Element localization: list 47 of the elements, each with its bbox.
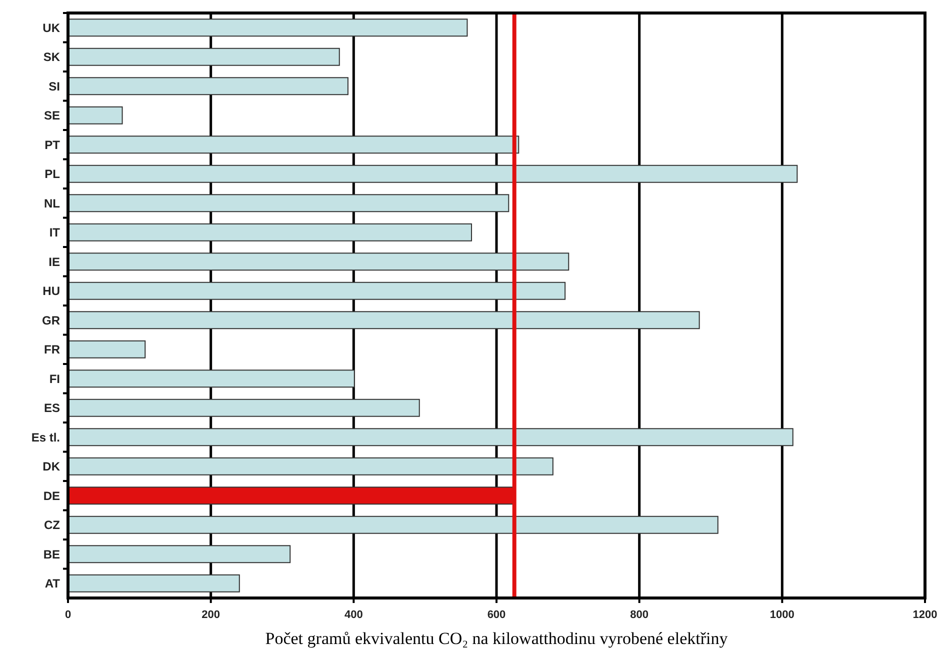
y-tick-label: GR bbox=[42, 313, 60, 328]
bar bbox=[68, 18, 468, 37]
x-tick-label: 200 bbox=[202, 609, 220, 621]
y-tick-label: SK bbox=[43, 50, 60, 64]
bar bbox=[68, 77, 348, 96]
x-tick-label: 1200 bbox=[912, 609, 938, 621]
y-tick-label: Es tl. bbox=[31, 430, 60, 444]
y-tick-label: PL bbox=[44, 167, 60, 182]
y-tick-label: IE bbox=[48, 254, 60, 269]
x-axis-title: Počet gramů ekvivalentu CO₂ na kilowatthodinu vyrobené elektřiny bbox=[265, 629, 728, 648]
bar bbox=[68, 370, 355, 388]
bar bbox=[68, 574, 240, 592]
y-tick-label: ES bbox=[44, 401, 60, 416]
x-tick-label: 600 bbox=[487, 609, 506, 621]
bar bbox=[68, 48, 340, 66]
x-tick-label: 400 bbox=[344, 609, 363, 621]
bar bbox=[68, 223, 472, 242]
y-tick-label: FR bbox=[44, 342, 60, 357]
bar bbox=[68, 398, 420, 417]
y-tick-label: DK bbox=[42, 460, 60, 474]
bar bbox=[68, 516, 718, 534]
bar bbox=[68, 282, 566, 300]
y-tick-label: AT bbox=[44, 576, 61, 591]
y-tick-label: SI bbox=[48, 79, 60, 94]
y-tick-label: HU bbox=[42, 284, 60, 298]
y-tick-label: PT bbox=[44, 138, 61, 152]
bar bbox=[68, 311, 700, 330]
bar bbox=[68, 136, 520, 154]
bar bbox=[68, 545, 291, 564]
x-tick-label: 800 bbox=[630, 609, 649, 621]
bar bbox=[68, 340, 146, 358]
y-tick-label: CZ bbox=[44, 518, 60, 532]
bar bbox=[68, 428, 794, 446]
y-tick-label: IT bbox=[49, 226, 61, 240]
bar bbox=[68, 457, 554, 476]
bar bbox=[68, 252, 570, 271]
y-tick-label: FI bbox=[49, 372, 60, 386]
bar bbox=[68, 164, 798, 183]
y-tick-label: SE bbox=[44, 108, 60, 123]
y-tick-label: UK bbox=[42, 20, 60, 35]
y-tick-label: BE bbox=[43, 547, 60, 562]
bar bbox=[68, 194, 510, 212]
x-tick-label: 0 bbox=[64, 609, 72, 621]
x-tick-label: 1000 bbox=[770, 609, 794, 621]
y-tick-label: NL bbox=[44, 196, 60, 210]
bar bbox=[68, 106, 123, 124]
y-tick-label: DE bbox=[43, 488, 60, 503]
